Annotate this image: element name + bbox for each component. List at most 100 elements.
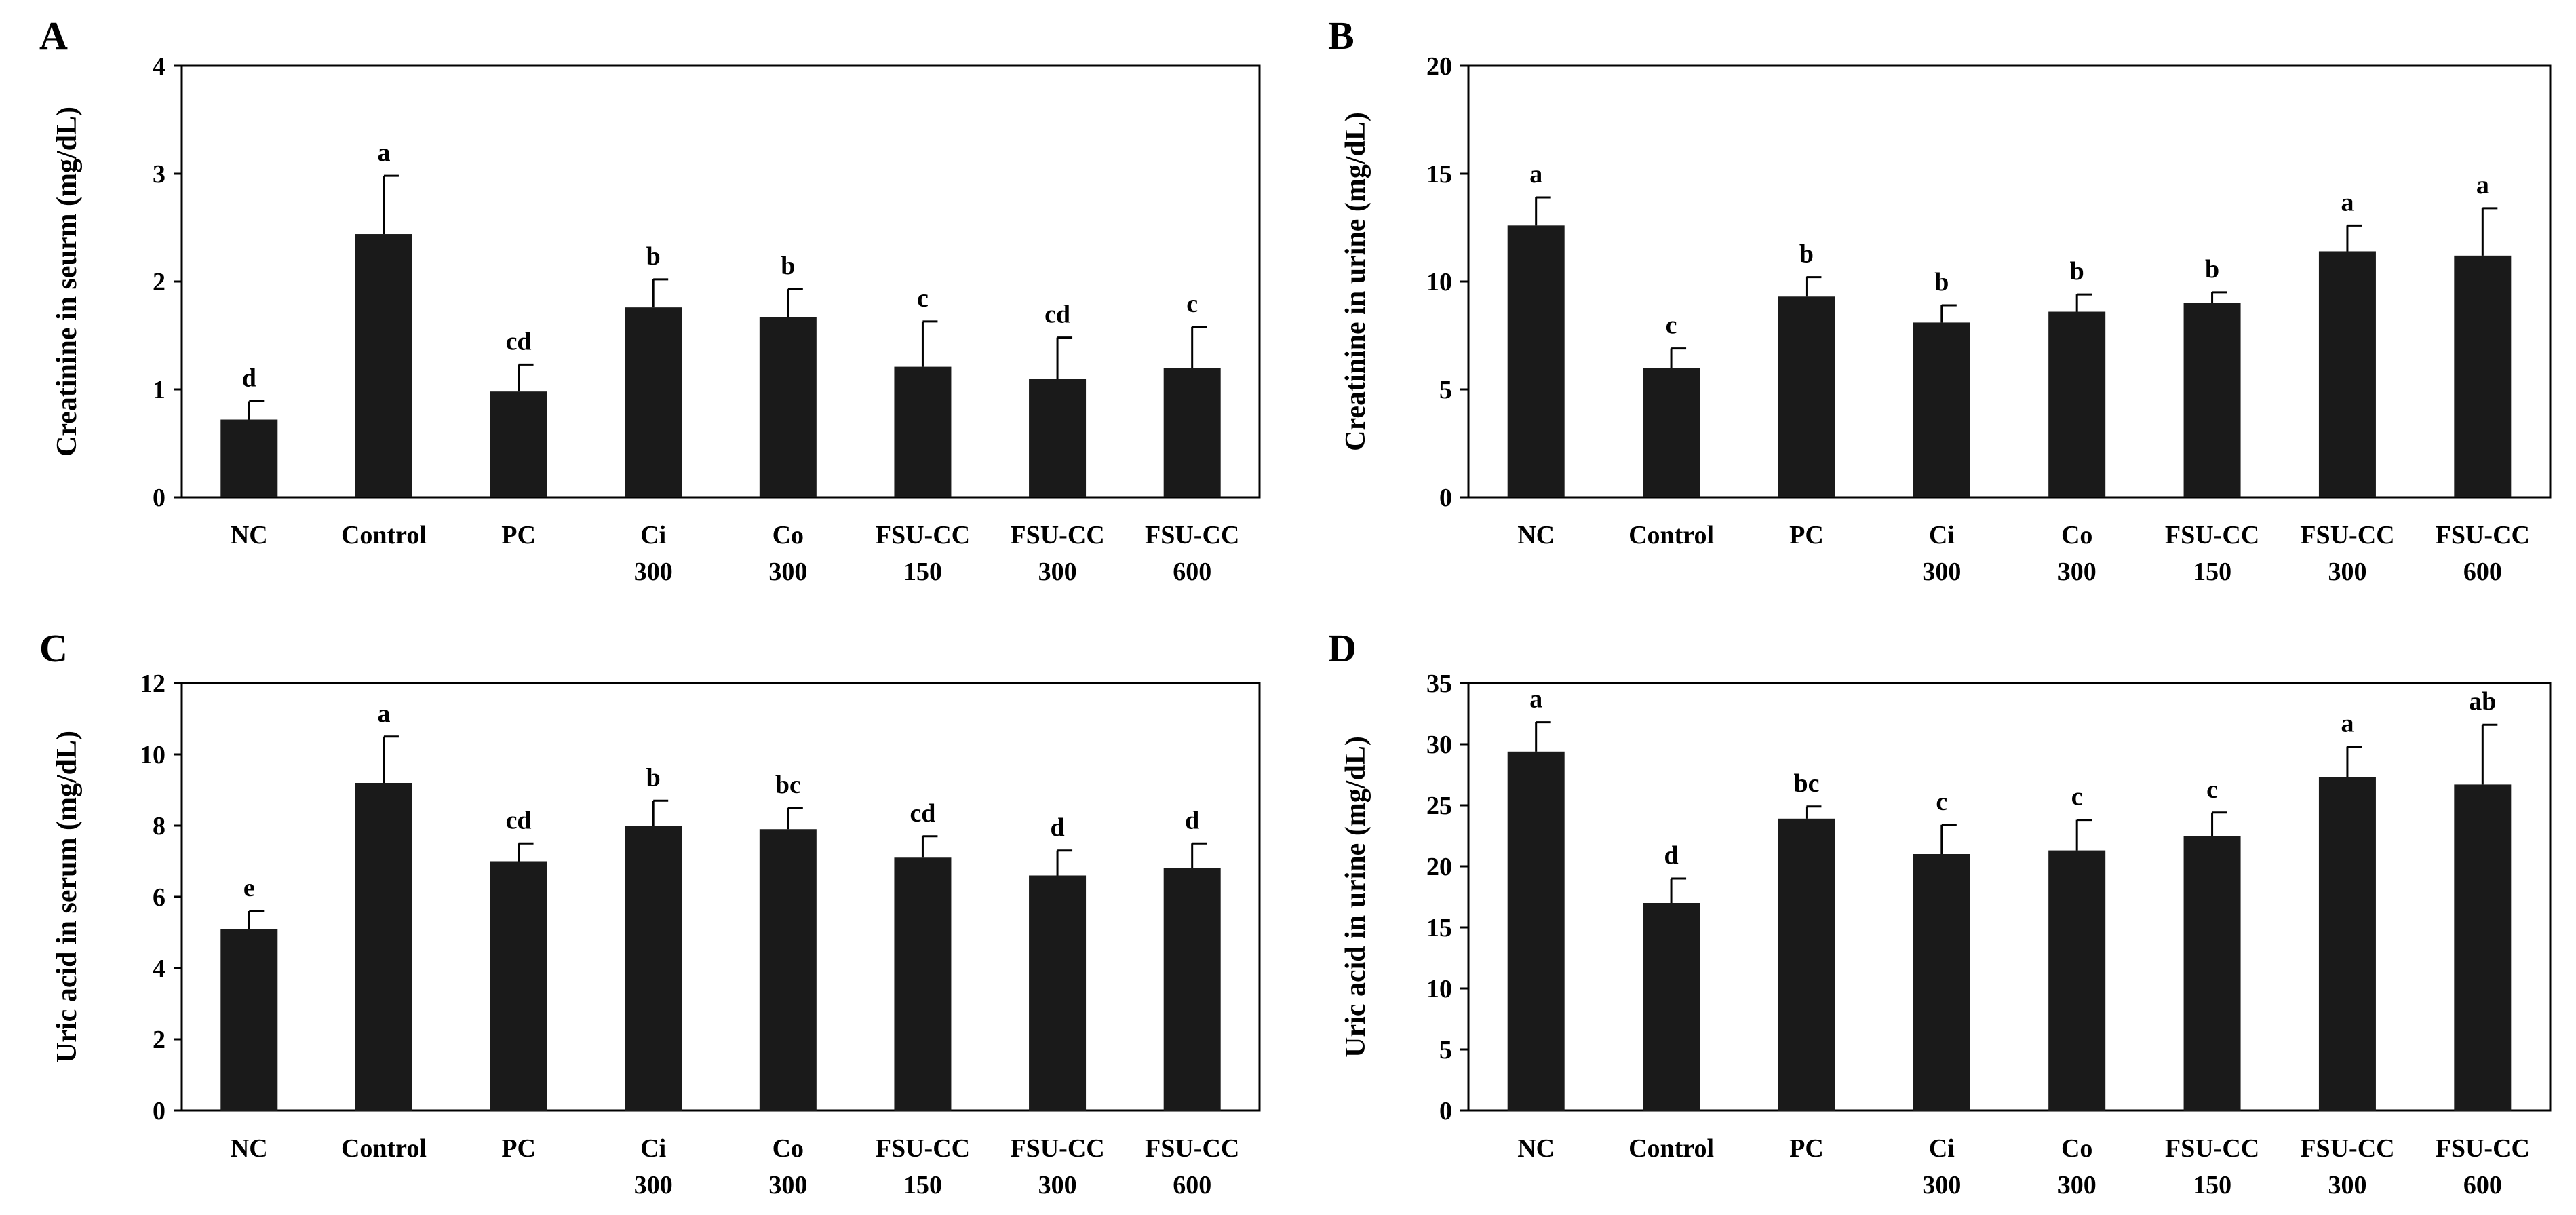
x-tick-label: 300 bbox=[768, 1171, 807, 1199]
x-tick-label: FSU-CC bbox=[1145, 521, 1239, 549]
bar bbox=[220, 929, 278, 1111]
significance-label: e bbox=[243, 874, 255, 902]
bar bbox=[1913, 322, 1970, 497]
x-tick-label: FSU-CC bbox=[2165, 1134, 2259, 1163]
y-tick-label: 12 bbox=[140, 670, 165, 698]
bar bbox=[759, 829, 817, 1111]
significance-label: a bbox=[2341, 710, 2354, 738]
bar bbox=[1778, 296, 1835, 497]
y-axis-label: Creatinine in seurm (mg/dL) bbox=[52, 107, 83, 457]
y-tick-label: 5 bbox=[1439, 376, 1452, 404]
significance-label: a bbox=[377, 699, 390, 728]
bar bbox=[2048, 850, 2106, 1111]
x-tick-label: Control bbox=[1628, 1134, 1714, 1163]
bar bbox=[1643, 903, 1700, 1111]
bar bbox=[2454, 255, 2512, 497]
x-tick-label: 300 bbox=[1922, 558, 1961, 586]
x-tick-label: NC bbox=[1517, 1134, 1555, 1163]
x-tick-label: 300 bbox=[2058, 558, 2096, 586]
x-tick-label: FSU-CC bbox=[1010, 521, 1104, 549]
y-tick-label: 8 bbox=[153, 812, 165, 841]
x-tick-label: Ci bbox=[640, 521, 666, 549]
y-tick-label: 10 bbox=[140, 741, 165, 769]
x-tick-label: Co bbox=[773, 521, 804, 549]
y-tick-label: 20 bbox=[1426, 853, 1452, 881]
panel-a: A 0 1 2 3 4 Creatinine in seurm (mg/dL) d NC a Con… bbox=[39, 14, 1261, 586]
significance-label: a bbox=[377, 138, 390, 167]
y-axis-label: Creatinine in urine (mg/dL) bbox=[1340, 112, 1371, 451]
y-tick-label: 15 bbox=[1426, 160, 1452, 189]
x-tick-label: 150 bbox=[903, 558, 942, 586]
x-tick-label: PC bbox=[501, 521, 536, 549]
x-tick-label: FSU-CC bbox=[2300, 521, 2394, 549]
x-tick-label: Co bbox=[773, 1134, 804, 1163]
significance-label: d bbox=[242, 364, 256, 392]
x-tick-label: NC bbox=[231, 521, 268, 549]
significance-label: cd bbox=[506, 327, 532, 355]
significance-label: cd bbox=[506, 806, 532, 834]
bar bbox=[1643, 368, 1700, 497]
x-tick-label: 150 bbox=[2193, 1171, 2231, 1199]
x-tick-label: FSU-CC bbox=[2436, 521, 2530, 549]
significance-label: b bbox=[646, 763, 661, 792]
x-tick-label: FSU-CC bbox=[2300, 1134, 2394, 1163]
significance-label: ab bbox=[2469, 687, 2496, 716]
plot-frame bbox=[1467, 682, 2552, 1112]
panel-letter: C bbox=[39, 626, 68, 670]
y-axis-label: Uric acid in urine (mg/dL) bbox=[1340, 736, 1371, 1058]
x-tick-label: Ci bbox=[640, 1134, 666, 1163]
x-tick-label: 300 bbox=[634, 558, 673, 586]
bar bbox=[625, 826, 682, 1111]
y-tick-label: 35 bbox=[1426, 670, 1452, 698]
y-tick-label: 6 bbox=[153, 883, 165, 912]
x-tick-label: 150 bbox=[2193, 558, 2231, 586]
x-tick-label: PC bbox=[501, 1134, 536, 1163]
bar bbox=[1163, 368, 1221, 497]
y-tick-label: 3 bbox=[153, 160, 165, 189]
y-tick-label: 4 bbox=[153, 52, 165, 81]
significance-label: cd bbox=[910, 799, 935, 828]
x-tick-label: 150 bbox=[903, 1171, 942, 1199]
panel-letter: A bbox=[39, 14, 68, 58]
y-tick-label: 25 bbox=[1426, 792, 1452, 820]
significance-label: b bbox=[1934, 268, 1949, 296]
x-tick-label: 600 bbox=[1173, 1171, 1211, 1199]
significance-label: bc bbox=[1793, 769, 1819, 798]
y-tick-label: 0 bbox=[1439, 484, 1452, 512]
panel-d: D 0 5 10 15 20 25 30 35 Uric acid in urine (mg/dL… bbox=[1328, 626, 2552, 1199]
y-tick-label: 10 bbox=[1426, 975, 1452, 1003]
x-tick-label: 300 bbox=[1038, 558, 1077, 586]
bar bbox=[2454, 784, 2512, 1111]
x-tick-label: Ci bbox=[1929, 521, 1955, 549]
x-tick-label: FSU-CC bbox=[876, 521, 970, 549]
significance-label: c bbox=[1666, 311, 1677, 340]
significance-label: d bbox=[1050, 813, 1064, 842]
x-tick-label: FSU-CC bbox=[2436, 1134, 2530, 1163]
panel-c: C 0 2 4 6 8 10 12 Uric acid in serum (mg/dL) e NC a… bbox=[39, 626, 1261, 1199]
significance-label: b bbox=[781, 252, 795, 280]
bar bbox=[1913, 854, 1970, 1111]
significance-label: b bbox=[2070, 257, 2084, 286]
significance-label: a bbox=[1529, 685, 1542, 714]
bar bbox=[355, 234, 412, 497]
x-tick-label: 300 bbox=[2058, 1171, 2096, 1199]
significance-label: b bbox=[2205, 255, 2219, 284]
y-tick-label: 0 bbox=[1439, 1097, 1452, 1125]
bar bbox=[2183, 303, 2241, 497]
x-tick-label: 300 bbox=[768, 558, 807, 586]
bar bbox=[355, 783, 412, 1111]
x-tick-label: Control bbox=[341, 521, 427, 549]
significance-label: bc bbox=[775, 771, 801, 799]
x-tick-label: FSU-CC bbox=[1145, 1134, 1239, 1163]
bar bbox=[1029, 875, 1087, 1111]
y-tick-label: 10 bbox=[1426, 268, 1452, 296]
bar bbox=[759, 317, 817, 497]
x-tick-label: Ci bbox=[1929, 1134, 1955, 1163]
bar bbox=[1029, 379, 1087, 497]
y-tick-label: 5 bbox=[1439, 1036, 1452, 1064]
significance-label: cd bbox=[1045, 301, 1070, 329]
bar bbox=[1507, 751, 1565, 1111]
x-tick-label: 300 bbox=[1922, 1171, 1961, 1199]
x-tick-label: NC bbox=[1517, 521, 1555, 549]
panel-b: B 0 5 10 15 20 Creatinine in urine (mg/dL) a NC c… bbox=[1328, 14, 2552, 586]
